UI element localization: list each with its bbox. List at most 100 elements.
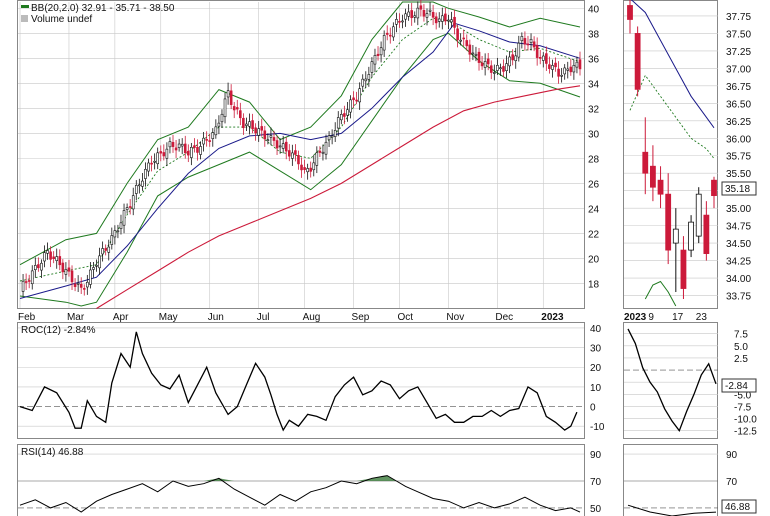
rsi-y-tick: 50	[590, 504, 602, 515]
price-y-tick: 36	[588, 54, 600, 65]
rsi-value-label: 46.88	[725, 502, 750, 513]
candle-body	[486, 58, 490, 65]
candle-body	[437, 18, 441, 22]
zoom-series-ma50	[630, 0, 715, 129]
candle-body	[388, 34, 392, 37]
candle-body	[379, 47, 383, 56]
candle-body	[465, 40, 469, 47]
candle-body	[232, 106, 236, 111]
zoom-candle-body	[672, 228, 679, 244]
candle-body	[373, 55, 377, 65]
candle-body	[480, 62, 484, 67]
zoom-y-tick: 35.50	[726, 169, 751, 180]
candle-body	[177, 143, 181, 148]
roc-y-tick: 30	[590, 344, 602, 355]
rsi-line	[19, 475, 581, 513]
series-ma50	[19, 22, 581, 299]
candle-body	[560, 74, 563, 77]
candle-body	[281, 143, 285, 149]
candle-body	[119, 222, 123, 229]
candle-body	[159, 151, 163, 154]
candle-body	[64, 269, 68, 275]
candle-body	[294, 150, 297, 155]
candle-body	[113, 230, 117, 238]
roc-zoom-y-tick: 2.5	[734, 354, 748, 365]
roc-zoom-panel	[623, 322, 718, 439]
zoom-y-tick: 36.50	[726, 99, 751, 110]
candle-body	[239, 110, 242, 119]
candle-body	[52, 256, 55, 259]
candle-body	[447, 19, 450, 22]
candle-body	[180, 143, 184, 147]
candle-body	[107, 246, 111, 253]
candle-body	[422, 10, 426, 17]
candle-body	[321, 151, 325, 154]
candle-body	[499, 67, 502, 70]
roc-y-tick: 20	[590, 363, 602, 374]
candle-body	[266, 139, 270, 142]
candle-body	[496, 65, 499, 71]
candle-body	[202, 137, 205, 145]
candle-body	[367, 74, 371, 80]
candle-body	[257, 128, 260, 136]
price-x-tick: Feb	[18, 312, 36, 323]
candle-body	[370, 61, 374, 73]
rsi-overbought-fill	[356, 475, 397, 481]
candle-body	[134, 185, 138, 194]
candle-body	[131, 195, 135, 210]
candle-body	[58, 256, 62, 266]
candle-body	[395, 19, 398, 25]
candle-body	[453, 16, 456, 28]
rsi-zoom-y-tick: 70	[726, 477, 738, 488]
candle-body	[183, 143, 187, 154]
candle-body	[428, 9, 432, 12]
candle-body	[425, 13, 429, 18]
price-x-tick: 2023	[541, 312, 564, 323]
candle-body	[43, 252, 46, 262]
candle-body	[419, 5, 423, 10]
candle-body	[523, 38, 527, 45]
candle-body	[70, 270, 74, 283]
candle-body	[171, 142, 175, 147]
candle-body	[162, 152, 166, 157]
zoom-y-tick: 35.75	[726, 152, 751, 163]
candle-body	[416, 7, 420, 19]
candle-body	[364, 78, 368, 82]
candle-body	[349, 99, 352, 113]
candle-body	[34, 265, 37, 270]
candle-body	[147, 162, 150, 172]
candle-body	[508, 56, 511, 67]
candle-body	[278, 145, 282, 148]
candle-body	[220, 113, 224, 123]
zoom-candle-body	[627, 5, 633, 20]
candle-body	[532, 41, 536, 48]
candle-body	[578, 59, 582, 70]
candle-body	[538, 56, 542, 59]
zoom-candle-body	[665, 193, 672, 251]
candle-body	[297, 155, 300, 165]
roc-line	[19, 331, 578, 432]
candle-body	[312, 162, 316, 171]
candle-body	[95, 265, 98, 267]
zoom-y-tick: 35.00	[726, 204, 751, 215]
candle-body	[92, 267, 95, 270]
zoom-series-bb-middle	[629, 74, 715, 159]
roc-y-tick: 10	[590, 383, 602, 394]
last-price-label: 35.18	[725, 184, 750, 195]
candle-body	[291, 152, 294, 159]
series-ma200	[96, 85, 581, 309]
candle-body	[235, 107, 239, 110]
candle-body	[73, 283, 77, 287]
candle-body	[125, 207, 129, 210]
candle-body	[156, 152, 160, 165]
zoom-candle-body	[657, 179, 664, 195]
candle-body	[569, 66, 573, 73]
series-bb-middle	[19, 17, 581, 282]
candle-body	[30, 270, 34, 285]
candle-body	[82, 288, 86, 290]
candle-body	[37, 264, 40, 269]
candle-body	[226, 90, 230, 98]
candle-body	[98, 255, 101, 269]
price-y-tick: 38	[588, 29, 600, 40]
candle-body	[520, 36, 524, 42]
